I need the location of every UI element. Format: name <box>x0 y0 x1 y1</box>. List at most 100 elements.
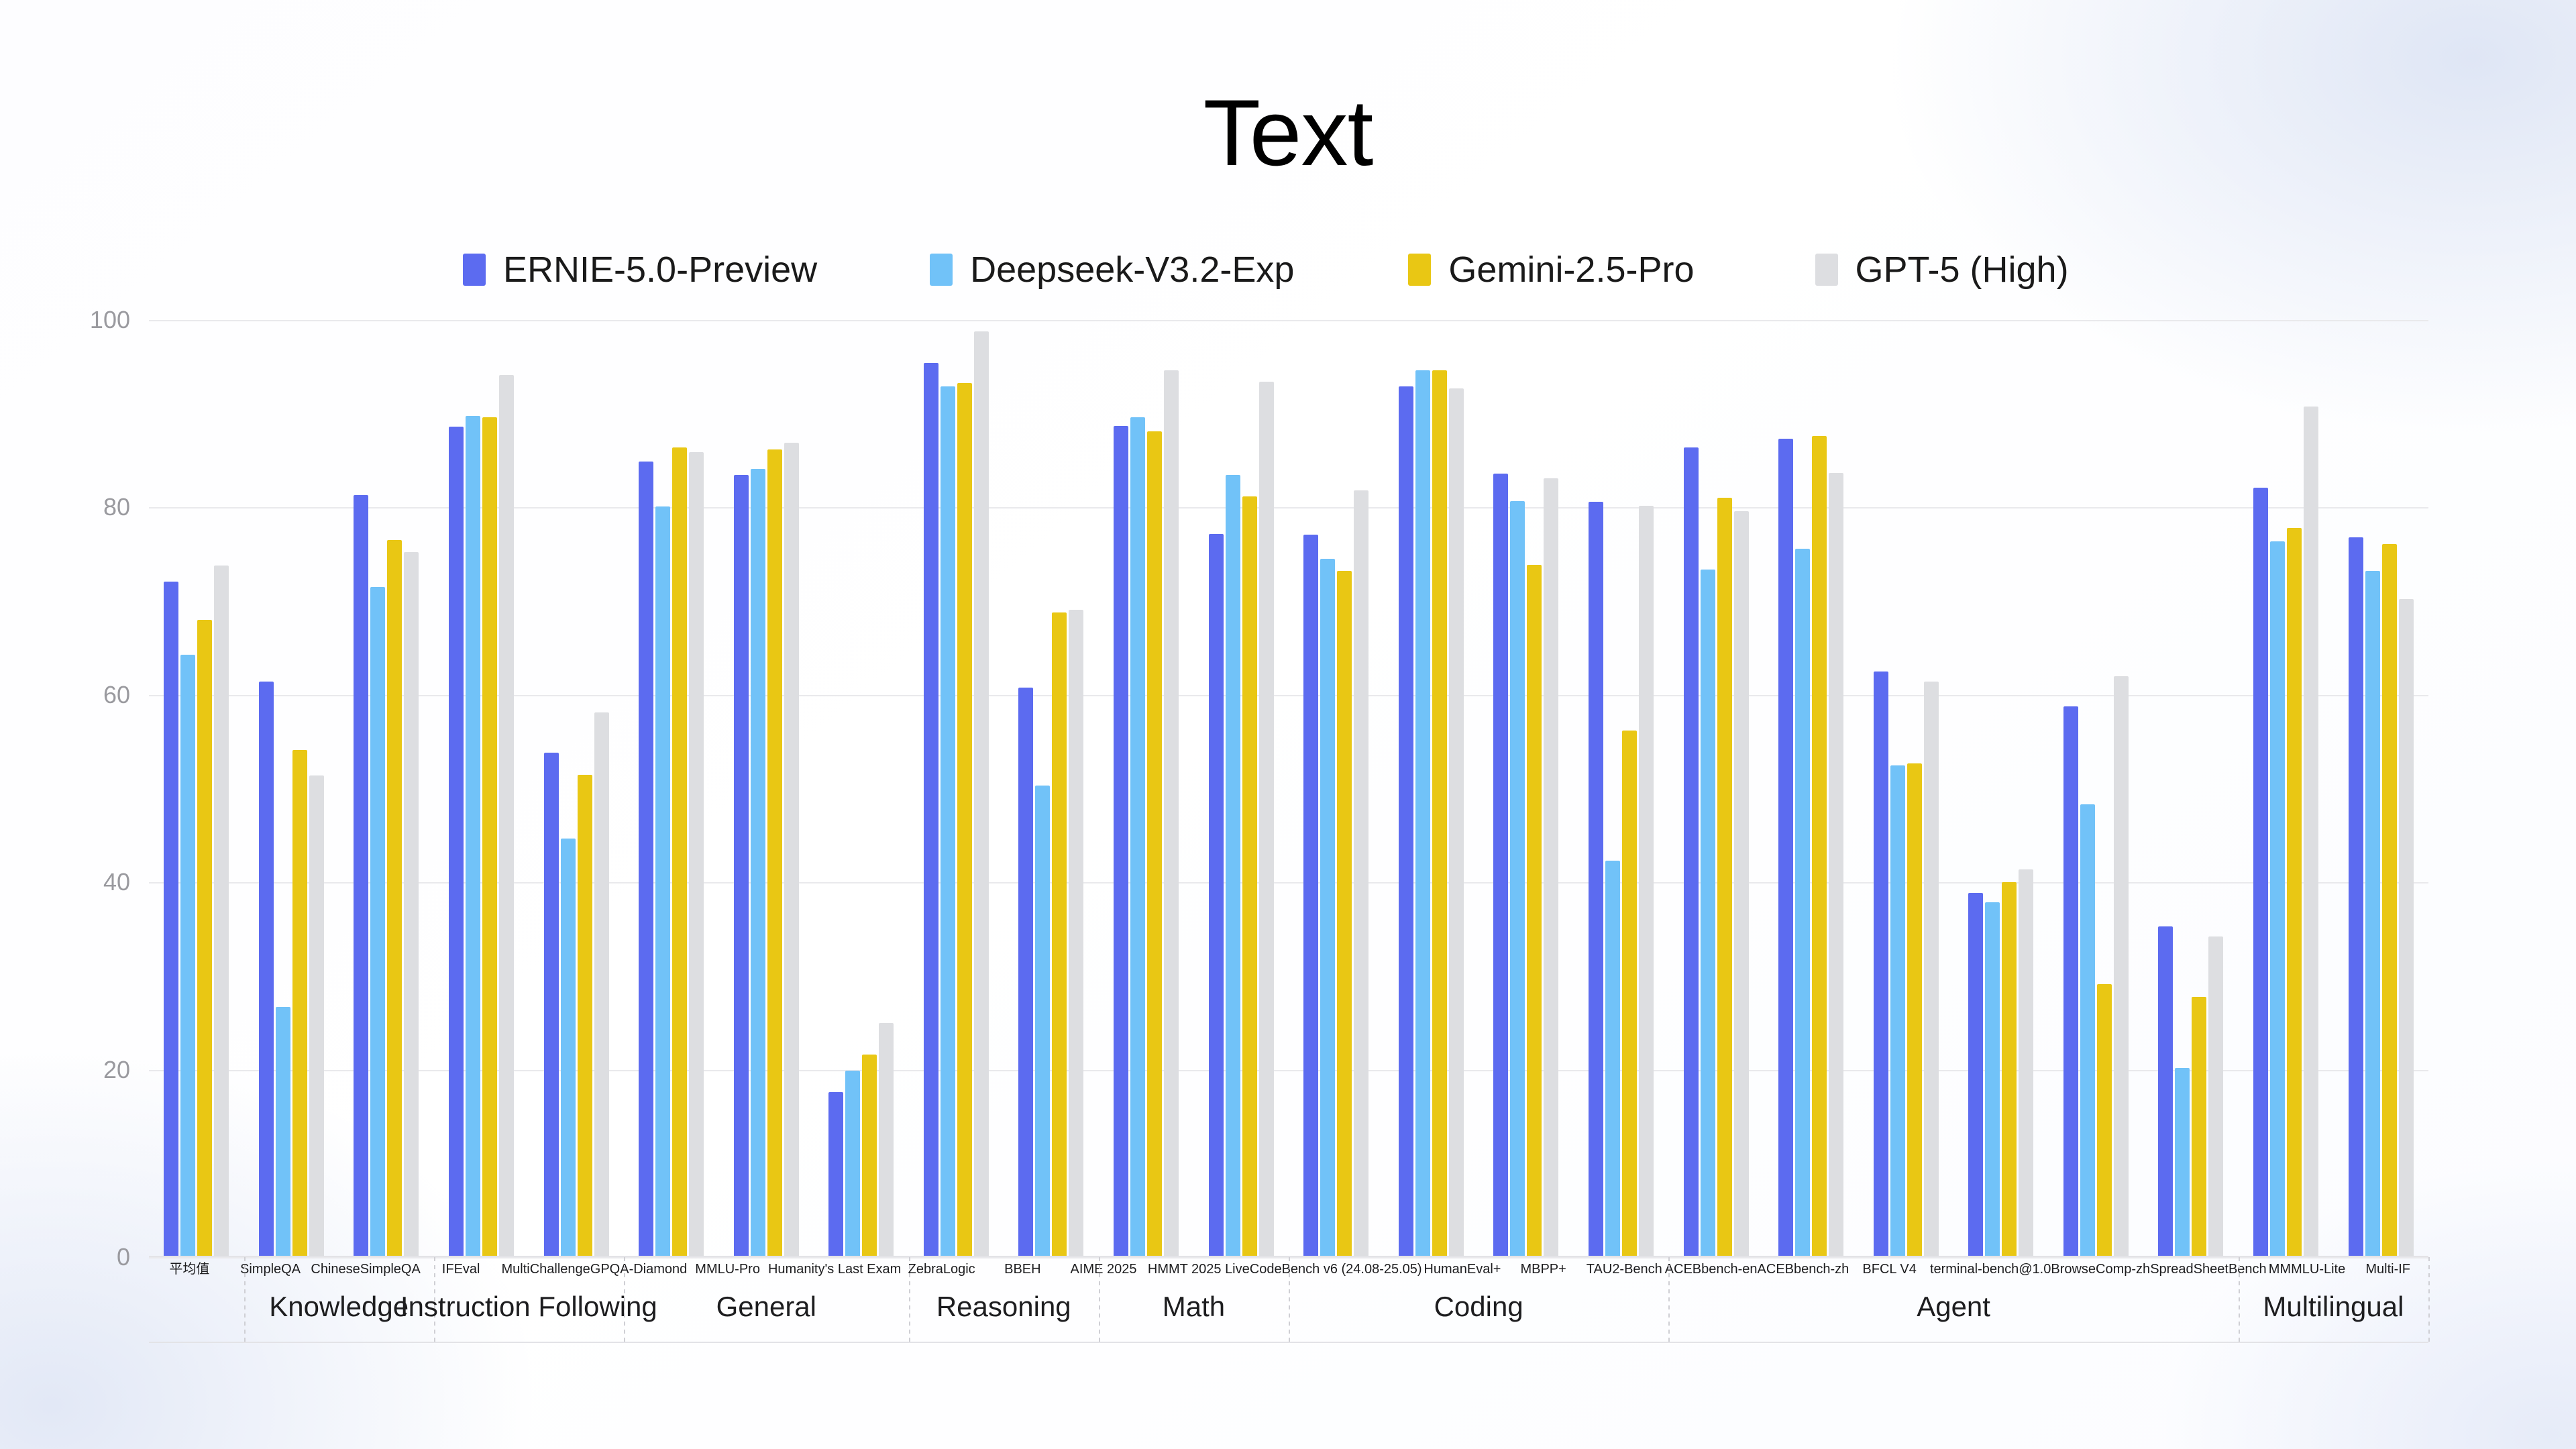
bar <box>2096 984 2112 1257</box>
group-separator <box>433 1257 435 1343</box>
legend-label: GPT-5 (High) <box>1855 250 2069 290</box>
bar <box>2175 1067 2190 1257</box>
bar <box>1588 502 1603 1257</box>
benchmark-label: Humanity's Last Exam <box>767 1262 902 1277</box>
bar <box>689 451 704 1257</box>
benchmark-label: MMLU-Pro <box>695 1262 760 1277</box>
y-axis-tick-label: 80 <box>103 493 130 521</box>
bar <box>639 461 654 1257</box>
bar <box>733 474 749 1257</box>
legend-label: ERNIE-5.0-Preview <box>503 250 818 290</box>
bar <box>1225 474 1240 1257</box>
bar <box>1164 370 1179 1257</box>
bar-groups <box>149 320 2428 1257</box>
group-label: Math <box>1162 1291 1226 1322</box>
bar <box>973 331 989 1257</box>
bar <box>292 750 307 1257</box>
benchmark-label: AIME 2025 <box>1070 1262 1137 1277</box>
bar <box>2253 488 2268 1257</box>
bar <box>466 415 481 1257</box>
benchmark-label: TAU2-Bench <box>1586 1262 1662 1277</box>
bar <box>1069 609 1084 1257</box>
bar <box>1544 478 1559 1257</box>
bar <box>1493 474 1509 1257</box>
bar <box>2208 936 2224 1257</box>
group-label: Multilingual <box>2263 1291 2404 1322</box>
bar <box>1147 431 1163 1257</box>
chart-legend: ERNIE-5.0-Preview Deepseek-V3.2-Exp Gemini… <box>463 252 2069 288</box>
bar <box>370 587 386 1257</box>
benchmark-label: Multi-IF <box>2365 1262 2411 1277</box>
bar <box>354 495 369 1257</box>
bar <box>387 540 402 1257</box>
bar <box>197 620 213 1257</box>
bar <box>1638 505 1654 1257</box>
bar-group <box>1193 320 1289 1257</box>
bar <box>2348 537 2363 1257</box>
y-axis-tick-label: 40 <box>103 868 130 896</box>
group-separator <box>908 1257 910 1343</box>
bar <box>1605 861 1620 1257</box>
bar <box>1130 417 1146 1257</box>
legend-item-gemini-2-5-pro[interactable]: Gemini-2.5-Pro <box>1408 252 1695 288</box>
category-group-band: Knowledge Instruction Following General Rea… <box>149 1257 2430 1343</box>
bar <box>1415 370 1430 1257</box>
group-separator <box>1098 1257 1100 1343</box>
bar-group <box>1099 320 1194 1257</box>
benchmark-label: SimpleQA <box>240 1262 301 1277</box>
bar-group <box>1858 320 1953 1257</box>
bar-group <box>2239 320 2334 1257</box>
y-axis-tick-label: 60 <box>103 680 130 708</box>
bar <box>2158 926 2174 1257</box>
bar-group <box>1764 320 1859 1257</box>
group-separator <box>623 1257 625 1343</box>
bar <box>543 753 559 1257</box>
legend-swatch-icon <box>1408 254 1432 286</box>
benchmark-label: 平均值 <box>169 1262 210 1277</box>
y-axis-tick-label: 0 <box>116 1243 130 1271</box>
bar <box>957 382 972 1257</box>
bar <box>784 443 799 1257</box>
bar-group <box>529 320 624 1257</box>
benchmark-label: MMMLU-Lite <box>2268 1262 2346 1277</box>
bar <box>1923 682 1939 1257</box>
group-separator <box>1289 1257 1290 1343</box>
bar <box>1208 533 1224 1257</box>
bar <box>1354 490 1369 1257</box>
bar <box>1018 687 1034 1257</box>
benchmark-label: HMMT 2025 <box>1147 1262 1222 1277</box>
bar-group <box>339 320 434 1257</box>
legend-item-ernie-5-0-preview[interactable]: ERNIE-5.0-Preview <box>463 252 817 288</box>
benchmark-label: HumanEval+ <box>1424 1262 1501 1277</box>
bar-group <box>1004 320 1099 1257</box>
bar <box>449 427 464 1257</box>
bar <box>1968 892 1984 1257</box>
bar <box>1114 425 1129 1257</box>
bar <box>309 775 324 1257</box>
bar <box>1432 370 1447 1257</box>
legend-item-gpt-5-high[interactable]: GPT-5 (High) <box>1815 252 2069 288</box>
bar <box>560 838 576 1257</box>
bar <box>1795 548 1811 1257</box>
bar <box>1683 447 1699 1257</box>
bar <box>1890 765 1905 1257</box>
bar <box>1303 534 1319 1257</box>
benchmark-label: ACEBbench-en <box>1664 1262 1758 1277</box>
bar-group <box>149 320 244 1257</box>
y-axis-tick-label: 100 <box>89 306 130 333</box>
legend-item-deepseek-v3-2-exp[interactable]: Deepseek-V3.2-Exp <box>930 252 1294 288</box>
bar <box>2063 706 2078 1257</box>
bar <box>750 469 765 1257</box>
bar <box>2304 406 2318 1257</box>
bar <box>1398 386 1413 1257</box>
bar <box>164 581 179 1257</box>
bar <box>672 447 688 1257</box>
bar <box>1242 496 1257 1257</box>
bar <box>879 1022 894 1257</box>
group-separator <box>2428 1257 2430 1343</box>
bar-group <box>2333 320 2428 1257</box>
bar <box>1733 511 1749 1257</box>
benchmark-label: GPQA-Diamond <box>590 1262 688 1277</box>
bar <box>767 449 782 1257</box>
